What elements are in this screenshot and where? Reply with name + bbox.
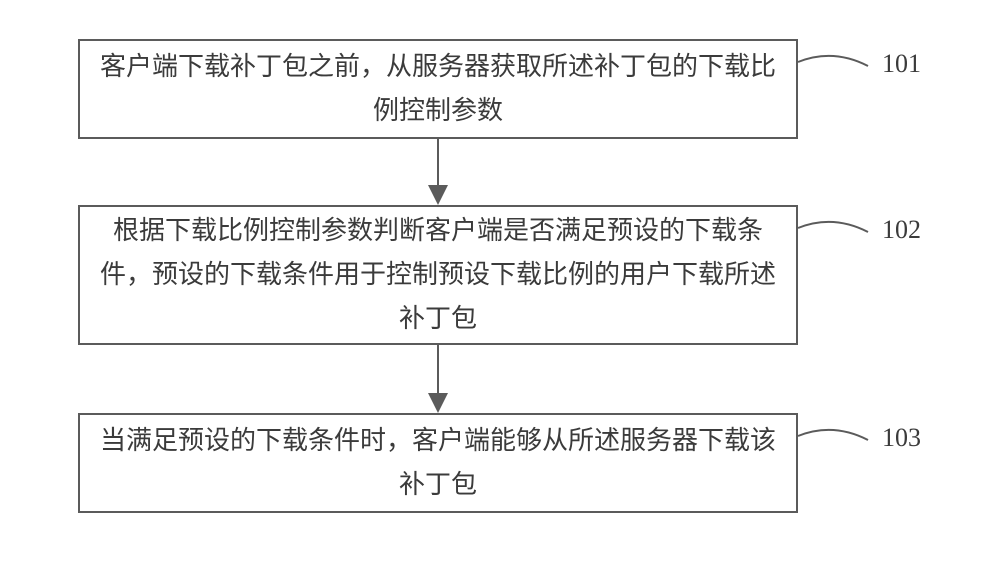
flow-node-n2: 根据下载比例控制参数判断客户端是否满足预设的下载条件，预设的下载条件用于控制预设…	[78, 205, 798, 345]
flow-node-n1: 客户端下载补丁包之前，从服务器获取所述补丁包的下载比例控制参数	[78, 39, 798, 139]
flow-node-text: 客户端下载补丁包之前，从服务器获取所述补丁包的下载比例控制参数	[100, 45, 776, 133]
flow-node-text: 根据下载比例控制参数判断客户端是否满足预设的下载条件，预设的下载条件用于控制预设…	[100, 209, 776, 342]
flowchart-canvas: 客户端下载补丁包之前，从服务器获取所述补丁包的下载比例控制参数根据下载比例控制参…	[0, 0, 1000, 579]
flow-node-text: 当满足预设的下载条件时，客户端能够从所述服务器下载该补丁包	[100, 419, 776, 507]
step-label-103: 103	[882, 423, 921, 453]
step-label-101: 101	[882, 49, 921, 79]
flow-node-n3: 当满足预设的下载条件时，客户端能够从所述服务器下载该补丁包	[78, 413, 798, 513]
step-label-102: 102	[882, 215, 921, 245]
